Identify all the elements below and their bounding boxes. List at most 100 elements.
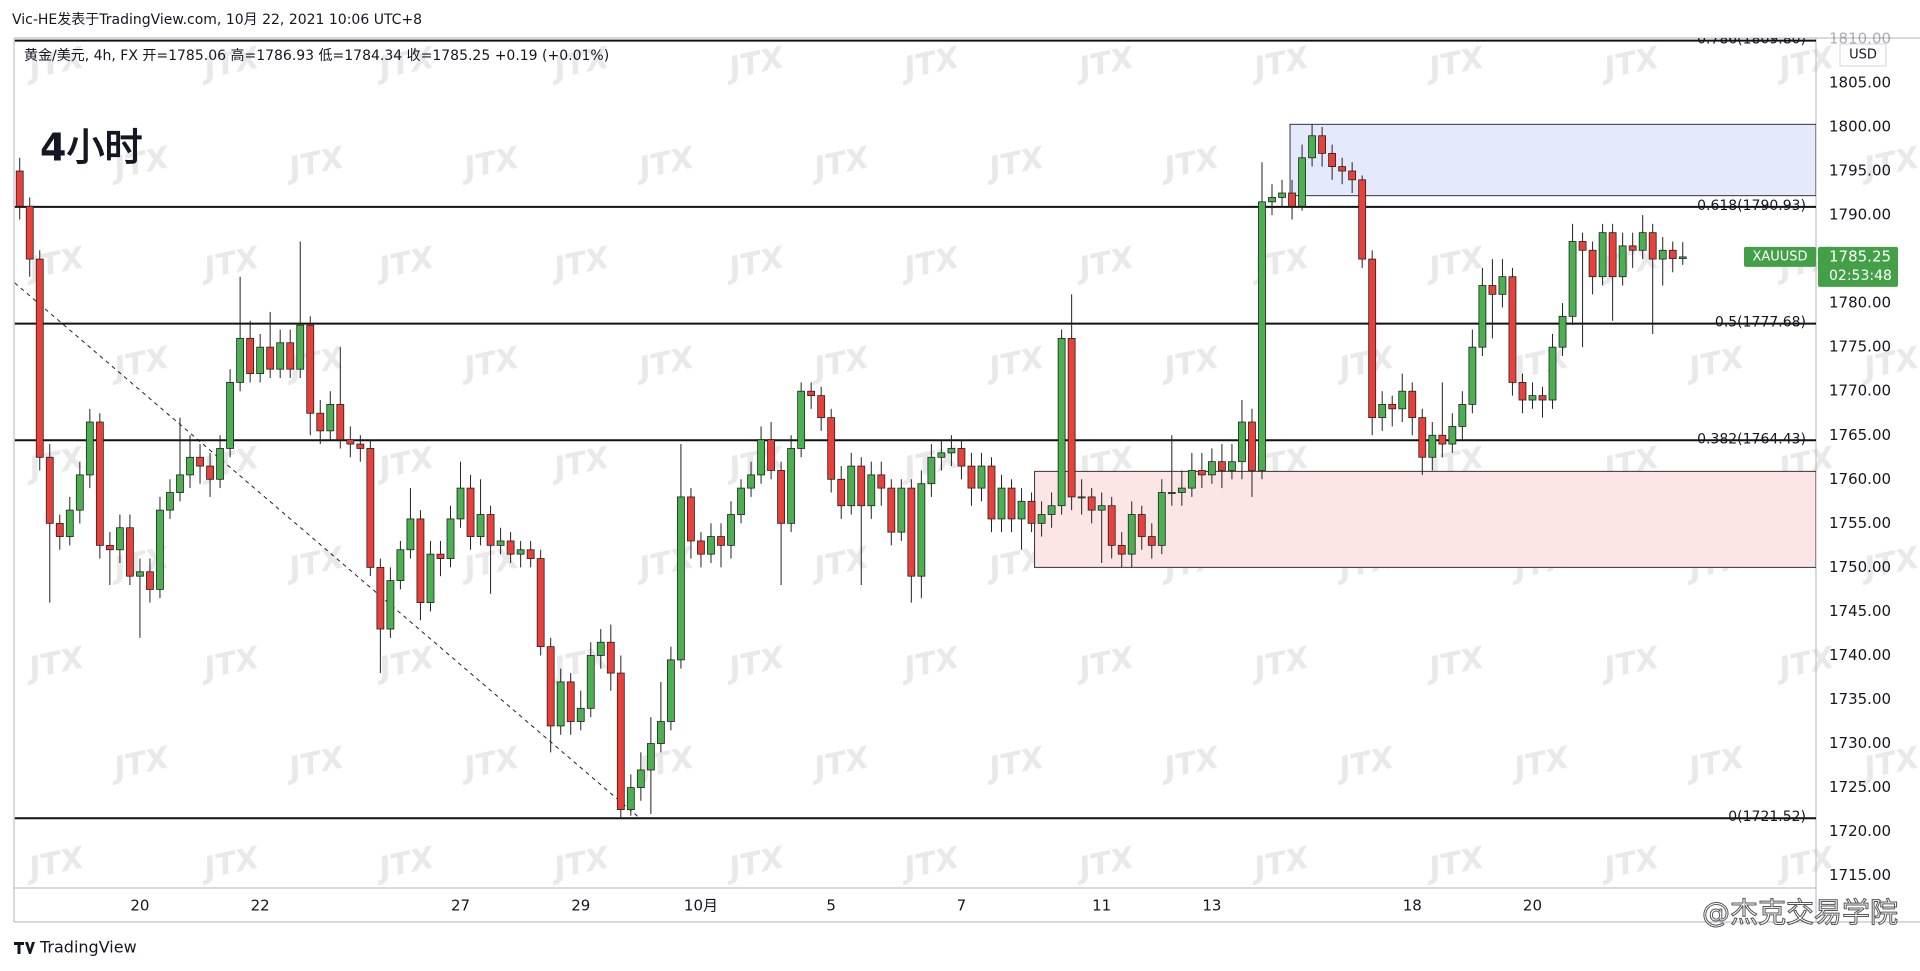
candle-body (1468, 346, 1477, 405)
candle-body (1268, 197, 1276, 203)
watermark: JTX (21, 640, 89, 687)
candle-body (1678, 256, 1687, 259)
watermark: JTX (896, 640, 964, 687)
watermark: JTX (1246, 40, 1314, 87)
candle-body (1288, 192, 1296, 207)
price-tag-symbol-bg (1744, 246, 1816, 267)
candle-body (636, 769, 645, 788)
y-tick-label: 1810.00 (1829, 29, 1891, 47)
watermark: JTX (721, 640, 789, 687)
y-tick-label: 1755.00 (1829, 514, 1891, 532)
candle-body (1538, 395, 1547, 401)
candle-body (1428, 434, 1437, 458)
watermark: JTX (1246, 640, 1314, 687)
candle-body (95, 421, 104, 546)
candle-body (667, 659, 675, 722)
candle-body (75, 474, 84, 511)
price-tag-bg (1818, 246, 1898, 287)
candle-body (1077, 496, 1086, 499)
watermark: JTX (196, 840, 264, 887)
candle-body (146, 571, 154, 590)
watermark: JTX (1246, 840, 1314, 887)
x-tick-label: 11 (1092, 897, 1111, 915)
candle-body (1388, 404, 1397, 410)
footer-logo: TradingView (14, 938, 137, 957)
x-tick-label: 18 (1403, 897, 1422, 915)
candle-body (1097, 505, 1106, 511)
candle-body (1618, 245, 1627, 278)
candle-body (817, 395, 826, 419)
candle-body (1067, 337, 1076, 498)
candle-body (1458, 404, 1467, 427)
fib-label: 0(1721.52) (1728, 809, 1806, 825)
candle-body (526, 549, 535, 559)
watermark: JTX (1681, 740, 1749, 787)
watermark: JTX (1156, 140, 1224, 187)
candle-body (115, 527, 124, 551)
candle-body (1368, 258, 1377, 419)
candle-body (136, 571, 144, 577)
candle-body (1608, 232, 1617, 278)
candle-body (1318, 135, 1326, 154)
y-tick-label: 1780.00 (1829, 294, 1891, 312)
candle-body (877, 474, 886, 489)
watermark: JTX (106, 740, 174, 787)
candle-body (1248, 421, 1256, 471)
candle-body (867, 474, 876, 507)
plot: 0.786(1809.80) 0.618(1790.93) 0.5(1777.68)… (14, 38, 1817, 825)
watermark: JTX (631, 540, 699, 587)
candle-body (105, 544, 114, 551)
candle-body (1558, 315, 1567, 348)
watermark: JTX (371, 640, 439, 687)
candle-body (987, 465, 996, 520)
price-tag-value: 1785.25 (1829, 247, 1891, 265)
x-tick-label: 7 (957, 897, 967, 915)
fib-label: 0.618(1790.93) (1697, 198, 1806, 214)
candle-body (436, 553, 445, 559)
watermark: JTX (546, 840, 614, 887)
candle-body (476, 514, 485, 537)
y-tick-label: 1715.00 (1829, 866, 1891, 884)
watermark: JTX (281, 740, 349, 787)
candle-body (1438, 434, 1447, 445)
candle-body (1298, 157, 1306, 207)
y-tick-label: 1760.00 (1829, 470, 1891, 488)
watermark: JTX (281, 140, 349, 187)
candle-body (1177, 487, 1186, 493)
watermark: JTX (1681, 340, 1749, 387)
watermark: JTX (1071, 840, 1139, 887)
candle-body (1047, 505, 1056, 515)
candle-body (186, 456, 194, 476)
candle-body (1258, 201, 1266, 471)
candle-body (737, 487, 745, 515)
candle-body (1578, 241, 1587, 251)
candle-body (426, 553, 435, 604)
candle-body (486, 514, 495, 546)
candle-body (216, 448, 224, 480)
candle-body (917, 483, 926, 577)
watermark: JTX (546, 240, 614, 287)
watermark: JTX (1071, 640, 1139, 687)
candle-body (566, 681, 575, 722)
candle-body (45, 456, 54, 524)
candle-body (406, 518, 415, 551)
candle-body (677, 496, 685, 661)
watermark: JTX (981, 340, 1049, 387)
candle-body (646, 743, 655, 771)
y-tick-label: 1765.00 (1829, 426, 1891, 444)
candle-body (276, 342, 285, 370)
candle-body (707, 536, 715, 555)
y-tick-label: 1800.00 (1829, 117, 1891, 135)
header: Vic-HE发表于TradingView.com, 10月 22, 2021 1… (12, 12, 422, 28)
candle-body (1378, 404, 1387, 419)
candle-body (1187, 470, 1196, 489)
candle-body (396, 549, 405, 581)
candle-body (1508, 276, 1517, 383)
candle-body (757, 439, 765, 476)
x-tick-label: 20 (130, 897, 149, 915)
candle-body (596, 641, 605, 656)
candle-body (787, 448, 796, 524)
candle-body (837, 478, 846, 507)
watermark: JTX (1421, 40, 1489, 87)
candle-body (697, 540, 705, 555)
